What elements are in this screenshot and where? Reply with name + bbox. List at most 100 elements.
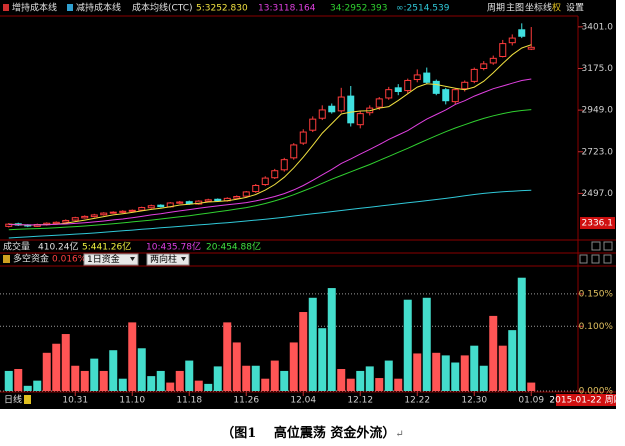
fund-bar xyxy=(90,358,99,391)
candle-body xyxy=(518,29,526,37)
y-tick-label: 0.150% xyxy=(579,289,614,299)
candle-body xyxy=(404,79,412,92)
icon[interactable] xyxy=(603,241,613,251)
fund-bar xyxy=(175,370,184,391)
candle-body xyxy=(337,96,345,112)
fund-bar xyxy=(52,343,61,391)
toolbar-item[interactable]: 增持成本线 xyxy=(12,2,57,14)
candle-body xyxy=(290,144,298,159)
fund-bar xyxy=(242,365,251,391)
candle-body xyxy=(527,46,535,50)
toolbar-item[interactable]: 成本均线(CTC) xyxy=(132,2,193,14)
candle-body xyxy=(394,87,402,93)
candle-body xyxy=(432,80,440,94)
fund-bar xyxy=(479,365,488,391)
moving-average-line xyxy=(8,189,532,239)
fund-bar xyxy=(422,297,431,391)
fund-bar xyxy=(109,350,118,391)
dropdown[interactable] xyxy=(146,253,190,266)
candle-body xyxy=(489,57,497,64)
moving-average-line xyxy=(8,78,532,226)
fund-bar xyxy=(403,299,412,391)
candle-body xyxy=(461,81,469,90)
candle-body xyxy=(128,209,136,212)
legend-label: ∞:2514.539 xyxy=(396,4,450,14)
paragraph-mark: ↵ xyxy=(395,429,404,440)
dropdown-arrow xyxy=(181,257,186,261)
volume-average: 10:435.78亿 xyxy=(146,241,201,253)
candle-body xyxy=(100,212,108,216)
caption-text: （图1 高位震荡 资金外流） xyxy=(221,426,396,441)
candle-body xyxy=(109,211,117,214)
icon xyxy=(3,255,10,263)
icon[interactable] xyxy=(591,241,601,251)
y-tick-label: 0.100% xyxy=(579,322,614,332)
legend-label: 34:2952.393 xyxy=(330,4,387,14)
fund-bar xyxy=(185,360,194,391)
dropdown[interactable] xyxy=(83,253,139,266)
y-tick-label: 2723.0 xyxy=(582,147,614,157)
indicator-value: 0.016% xyxy=(52,255,87,265)
candle-body xyxy=(413,74,421,81)
candle-body xyxy=(81,215,89,219)
x-tick-label: 11.18 xyxy=(176,396,202,406)
candle-body xyxy=(261,177,269,186)
dropdown-label[interactable]: 两向柱 xyxy=(150,253,177,265)
candle-body xyxy=(480,63,488,69)
fund-bar xyxy=(346,378,355,391)
x-tick-label: 10.31 xyxy=(62,396,88,406)
fund-bar xyxy=(489,315,498,391)
candle-body xyxy=(119,210,127,213)
fund-bar xyxy=(261,378,270,391)
candle-body xyxy=(499,43,507,58)
candle-body xyxy=(90,214,98,218)
fund-bar xyxy=(384,360,393,391)
candle-body xyxy=(299,131,307,144)
candle-body xyxy=(252,184,260,193)
fund-bar xyxy=(441,355,450,391)
x-tick-label: 12.30 xyxy=(461,396,487,406)
candle-body xyxy=(271,170,279,179)
fund-bar xyxy=(460,355,469,391)
candle-body xyxy=(280,159,288,171)
candle-body xyxy=(423,72,431,83)
legend-label: 5:3252.830 xyxy=(196,4,248,14)
toolbar-button[interactable]: 周期 xyxy=(487,3,505,14)
toolbar-item[interactable]: 减持成本线 xyxy=(76,2,121,14)
candle-body xyxy=(385,89,393,99)
candle-body xyxy=(176,201,184,204)
candle-body xyxy=(147,205,155,209)
candle-body xyxy=(5,223,13,227)
fund-bar xyxy=(356,370,365,391)
fund-bar xyxy=(327,288,336,391)
volume-average: 5:441.26亿 xyxy=(82,241,131,253)
candle-body xyxy=(138,207,146,211)
icon[interactable] xyxy=(579,254,588,264)
price-marker-label: 2336.1 xyxy=(582,219,614,229)
candle-body xyxy=(157,204,165,208)
fund-bar xyxy=(156,370,165,391)
toolbar-button[interactable]: 权 xyxy=(552,2,561,14)
icon xyxy=(67,4,73,11)
fund-bar xyxy=(289,342,298,391)
fund-bar xyxy=(508,330,517,391)
candle-body xyxy=(508,37,516,44)
moving-average-line xyxy=(8,109,532,231)
fund-bar xyxy=(299,312,308,391)
fund-bar xyxy=(337,368,346,391)
toolbar-button[interactable]: 设置 xyxy=(566,3,584,14)
toolbar-button[interactable]: 主图 xyxy=(506,2,524,14)
candle-body xyxy=(309,118,317,131)
toolbar-button[interactable]: 坐标线 xyxy=(525,2,552,14)
caption: （图1 高位震荡 资金外流）↵ xyxy=(0,422,625,441)
icon[interactable] xyxy=(591,254,600,264)
fund-bar xyxy=(61,334,70,391)
dropdown-label[interactable]: 1日资金 xyxy=(87,253,120,265)
candle-body xyxy=(62,219,70,223)
fund-bar xyxy=(213,366,222,391)
x-tick-label: 12.04 xyxy=(290,396,316,406)
icon[interactable] xyxy=(603,254,612,264)
fund-bar xyxy=(451,362,460,391)
y-tick-label: 0.000% xyxy=(579,387,614,397)
